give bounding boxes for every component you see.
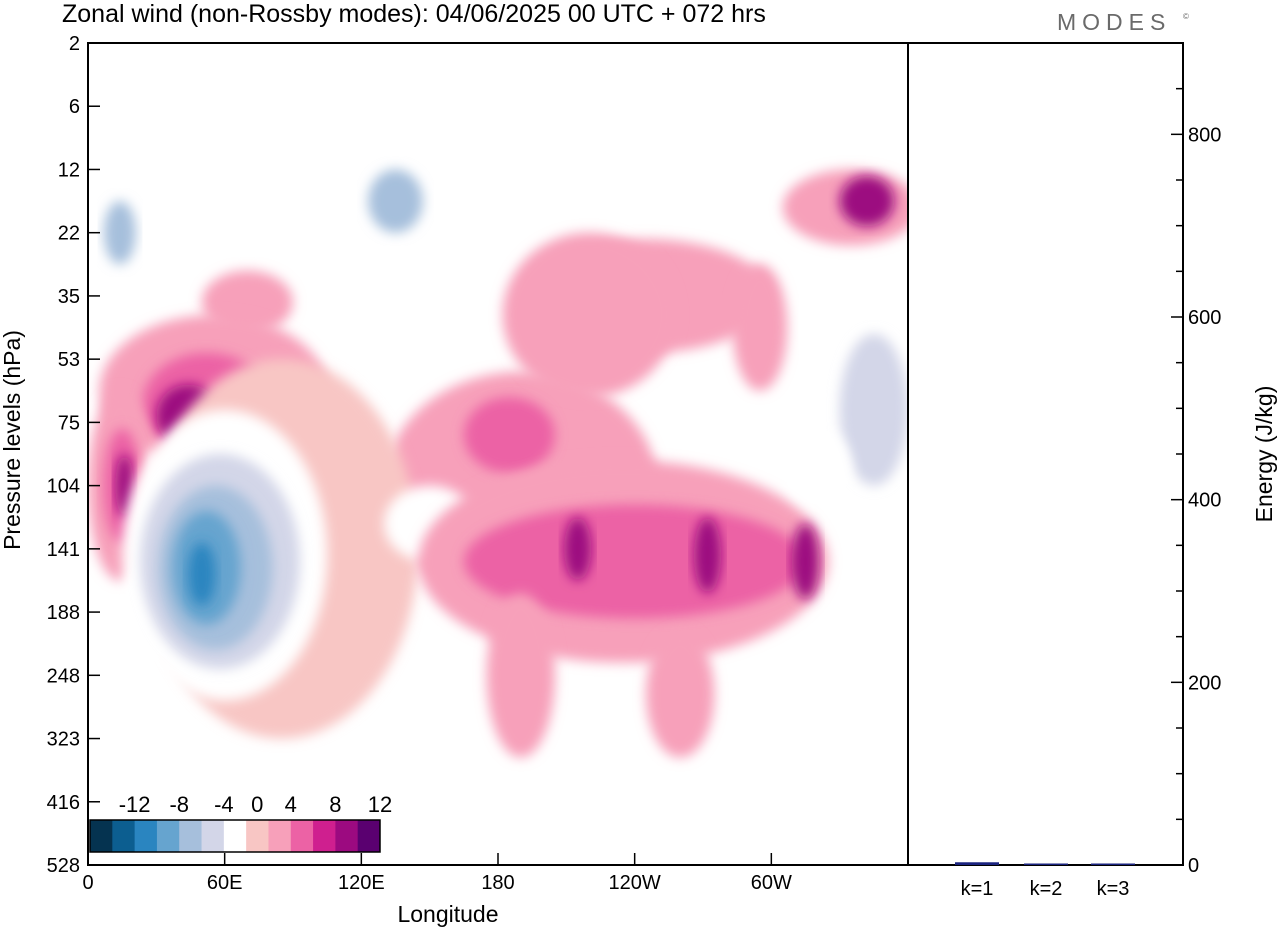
y-tick-label: 323: [47, 729, 80, 751]
x-tick-label: 120W: [609, 872, 661, 894]
brand-logo: MODES: [1057, 9, 1172, 35]
colorbar-label: -4: [214, 792, 234, 817]
colorbar-swatch: [201, 820, 225, 852]
y-tick-label: 12: [58, 159, 80, 181]
colorbar-swatch: [112, 820, 136, 852]
contour-region: [782, 428, 852, 505]
contour-region: [368, 169, 423, 233]
energy-bar: [955, 862, 999, 865]
contour-region: [564, 517, 592, 581]
contour-region: [839, 333, 908, 486]
energy-bar: [1024, 863, 1068, 865]
energy-category-label: k=3: [1097, 878, 1130, 900]
energy-tick-label: 0: [1188, 855, 1199, 877]
y-tick-label: 35: [58, 286, 80, 308]
energy-panel: 0 200 400 600 800 Energy (J/kg) k=1 k=2 k=3: [907, 42, 1277, 900]
contour-region: [502, 232, 676, 398]
contour-region: [190, 144, 237, 221]
contour-region: [486, 593, 555, 758]
y-tick-label: 6: [69, 96, 80, 118]
x-tick-label: 180: [481, 872, 514, 894]
energy-tick-label: 400: [1188, 490, 1221, 512]
colorbar-frame: [89, 819, 381, 853]
y-tick-label: 75: [58, 412, 80, 434]
contour-region: [103, 201, 136, 265]
colorbar-label: -8: [169, 792, 189, 817]
energy-tick-label: 800: [1188, 124, 1221, 146]
brand-copyright-mark: ©: [1183, 12, 1189, 21]
colorbar-swatch: [268, 820, 292, 852]
energy-tick-label: 600: [1188, 307, 1221, 329]
y-tick-label: 188: [47, 602, 80, 624]
y-axis-label: Pressure levels (hPa): [0, 330, 25, 550]
y-tick-label: 53: [58, 349, 80, 371]
energy-bar: [1091, 863, 1135, 865]
contour-region: [115, 454, 134, 518]
y-tick-label: 248: [47, 665, 80, 687]
energy-category-label: k=2: [1030, 878, 1063, 900]
colorbar: -12 -8 -4 0 4 8 12: [89, 792, 392, 853]
x-tick-label: 120E: [338, 872, 385, 894]
colorbar-swatch: [179, 820, 203, 852]
colorbar-label: 4: [285, 792, 297, 817]
x-tick-label: 60E: [207, 872, 243, 894]
contour-region: [646, 631, 715, 758]
colorbar-swatch: [357, 820, 381, 852]
colorbar-swatch: [290, 820, 314, 852]
y-tick-label: 2: [69, 33, 80, 55]
colorbar-swatch: [335, 820, 359, 852]
colorbar-label: 0: [251, 792, 263, 817]
colorbar-swatch: [156, 820, 180, 852]
contour-region: [463, 504, 806, 619]
y-tick-label: 104: [47, 476, 80, 498]
contour-region: [791, 523, 820, 600]
y-tick-label: 416: [47, 792, 80, 814]
x-tick-label: 0: [82, 872, 93, 894]
colorbar-swatch: [90, 820, 113, 852]
x-tick-label: 60W: [751, 872, 792, 894]
heatmap-contours: [88, 144, 908, 758]
colorbar-swatch: [246, 820, 269, 852]
colorbar-swatch: [134, 820, 158, 852]
energy-category-label: k=1: [961, 878, 994, 900]
colorbar-swatch: [223, 820, 247, 852]
contour-region: [693, 517, 722, 594]
energy-tick-label: 200: [1188, 672, 1221, 694]
energy-frame: [907, 42, 1184, 866]
contour-region: [463, 397, 555, 473]
energy-axis-label: Energy (J/kg): [1251, 386, 1277, 523]
y-tick-label: 22: [58, 223, 80, 245]
colorbar-swatch: [313, 820, 336, 852]
colorbar-label: 12: [368, 792, 392, 817]
contour-region: [582, 163, 674, 252]
chart-title: Zonal wind (non-Rossby modes): 04/06/202…: [62, 0, 766, 28]
y-tick-label: 528: [47, 855, 80, 877]
colorbar-label: 8: [329, 792, 341, 817]
contour-region: [188, 542, 216, 606]
y-tick-label: 141: [47, 539, 80, 561]
contour-region: [732, 264, 788, 391]
contour-region: [839, 175, 895, 227]
x-axis-label: Longitude: [397, 901, 498, 927]
colorbar-label: -12: [119, 792, 151, 817]
